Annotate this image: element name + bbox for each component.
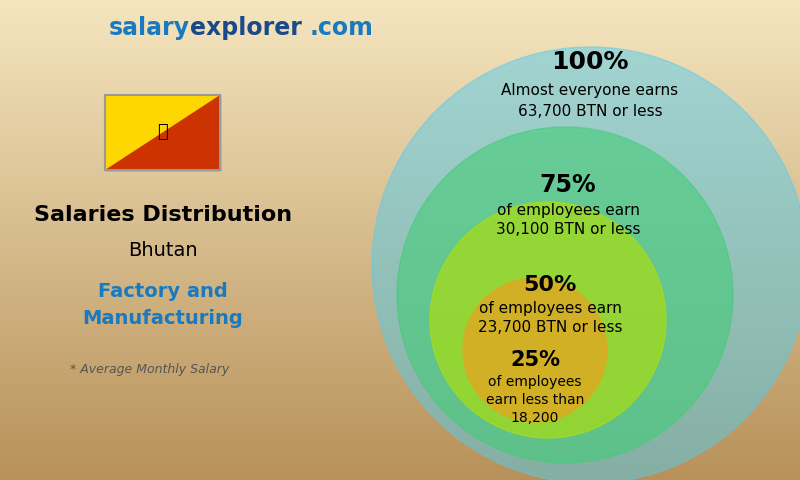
Circle shape [430, 202, 666, 438]
Text: Salaries Distribution: Salaries Distribution [34, 205, 292, 225]
Text: 30,100 BTN or less: 30,100 BTN or less [496, 223, 640, 238]
Text: 63,700 BTN or less: 63,700 BTN or less [518, 105, 662, 120]
Text: of employees: of employees [488, 375, 582, 389]
Circle shape [372, 47, 800, 480]
Text: 75%: 75% [540, 173, 596, 197]
Text: Factory and
Manufacturing: Factory and Manufacturing [82, 282, 243, 328]
Text: salary: salary [109, 16, 190, 40]
Text: 100%: 100% [551, 50, 629, 74]
Polygon shape [105, 95, 220, 170]
Polygon shape [105, 95, 220, 170]
Text: 25%: 25% [510, 350, 560, 370]
Text: of employees earn: of employees earn [478, 300, 622, 315]
Text: Almost everyone earns: Almost everyone earns [502, 83, 678, 97]
Circle shape [397, 127, 733, 463]
Circle shape [463, 278, 607, 422]
Text: 23,700 BTN or less: 23,700 BTN or less [478, 321, 622, 336]
Text: 18,200: 18,200 [511, 411, 559, 425]
Text: explorer: explorer [190, 16, 302, 40]
Text: .com: .com [310, 16, 374, 40]
Bar [105, 95, 220, 170]
Text: * Average Monthly Salary: * Average Monthly Salary [70, 363, 230, 376]
Text: 50%: 50% [523, 275, 577, 295]
Text: 🐉: 🐉 [157, 123, 168, 142]
Text: Bhutan: Bhutan [128, 240, 198, 260]
Text: earn less than: earn less than [486, 393, 584, 407]
Text: of employees earn: of employees earn [497, 203, 639, 217]
